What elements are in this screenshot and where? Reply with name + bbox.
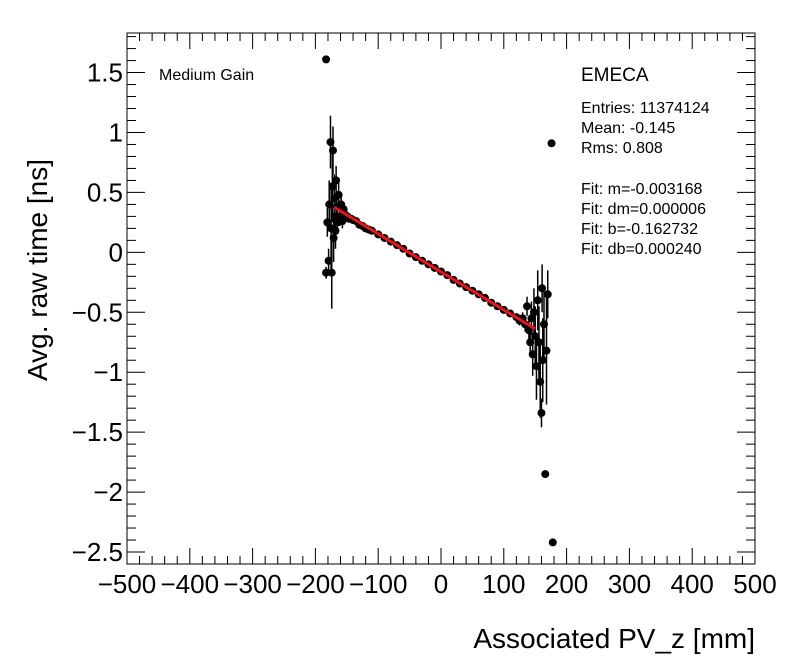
y-tick-label: 0 (109, 237, 123, 267)
data-point (327, 236, 336, 309)
x-tick-label: −500 (98, 569, 157, 599)
x-tick-label: 200 (545, 569, 588, 599)
data-point (542, 296, 551, 405)
y-tick-label: 1.5 (87, 58, 123, 88)
data-point (547, 139, 556, 148)
fit-b-label: Fit: b=-0.162732 (581, 221, 698, 238)
y-tick-label: 0.5 (87, 177, 123, 207)
y-tick-label: −2.5 (72, 537, 123, 567)
data-point (534, 306, 543, 379)
x-tick-label: 500 (733, 569, 776, 599)
x-tick-label: −400 (161, 569, 220, 599)
axis-ticks (126, 33, 756, 565)
x-tick-label: 0 (434, 569, 448, 599)
data-points (322, 55, 557, 547)
fit-line (333, 206, 536, 331)
x-tick-label: −100 (349, 569, 408, 599)
plot-frame (126, 32, 756, 565)
y-tick-label: −1.5 (72, 417, 123, 447)
point-marker (538, 356, 547, 365)
point-marker (322, 55, 331, 64)
x-tick-label: 400 (671, 569, 714, 599)
point-marker (547, 139, 556, 148)
point-marker (332, 176, 341, 185)
data-point (548, 538, 557, 547)
x-tick-label: 100 (482, 569, 525, 599)
entries-label: Entries: 11374124 (581, 100, 710, 117)
point-marker (534, 338, 543, 347)
point-marker (537, 408, 546, 417)
fit-db-label: Fit: db=0.000240 (581, 241, 702, 258)
point-marker (548, 538, 557, 547)
point-marker (538, 284, 547, 293)
data-point (523, 296, 532, 316)
y-tick-label: −1 (93, 357, 123, 387)
mean-label: Mean: -0.145 (581, 120, 675, 137)
point-marker (523, 302, 532, 311)
rms-label: Rms: 0.808 (581, 140, 663, 157)
gain-label: Medium Gain (159, 67, 254, 84)
point-marker (529, 308, 538, 317)
data-point (533, 270, 542, 331)
fit-dm-label: Fit: dm=0.000006 (581, 201, 706, 218)
point-marker (541, 470, 550, 479)
x-axis-title: Associated PV_z [mm] (473, 623, 755, 654)
point-marker (329, 233, 338, 242)
data-point (541, 470, 550, 479)
point-marker (533, 296, 542, 305)
point-marker (543, 290, 552, 299)
point-marker (542, 346, 551, 355)
region-label: EMECA (581, 65, 649, 86)
y-tick-label: −2 (93, 477, 123, 507)
fit-m-label: Fit: m=-0.003168 (581, 181, 703, 198)
y-tick-label: −0.5 (72, 297, 123, 327)
x-tick-labels: −500 −400 −300 −200 −100 0 100 200 300 400 500 (98, 569, 777, 599)
y-tick-label: 1 (109, 117, 123, 147)
point-marker (328, 146, 337, 155)
data-point (328, 126, 337, 175)
x-tick-label: −200 (286, 569, 345, 599)
x-tick-label: 300 (608, 569, 651, 599)
x-tick-label: −300 (223, 569, 282, 599)
point-marker (331, 226, 340, 235)
y-tick-labels: −2.5 −2 −1.5 −1 −0.5 0 0.5 1 1.5 (72, 58, 123, 567)
data-point (537, 398, 546, 428)
y-axis-title: Avg. raw time [ns] (22, 159, 53, 381)
point-marker (327, 268, 336, 277)
data-point (543, 270, 552, 319)
point-marker (338, 217, 347, 226)
data-point (322, 55, 331, 64)
data-point (332, 166, 341, 195)
